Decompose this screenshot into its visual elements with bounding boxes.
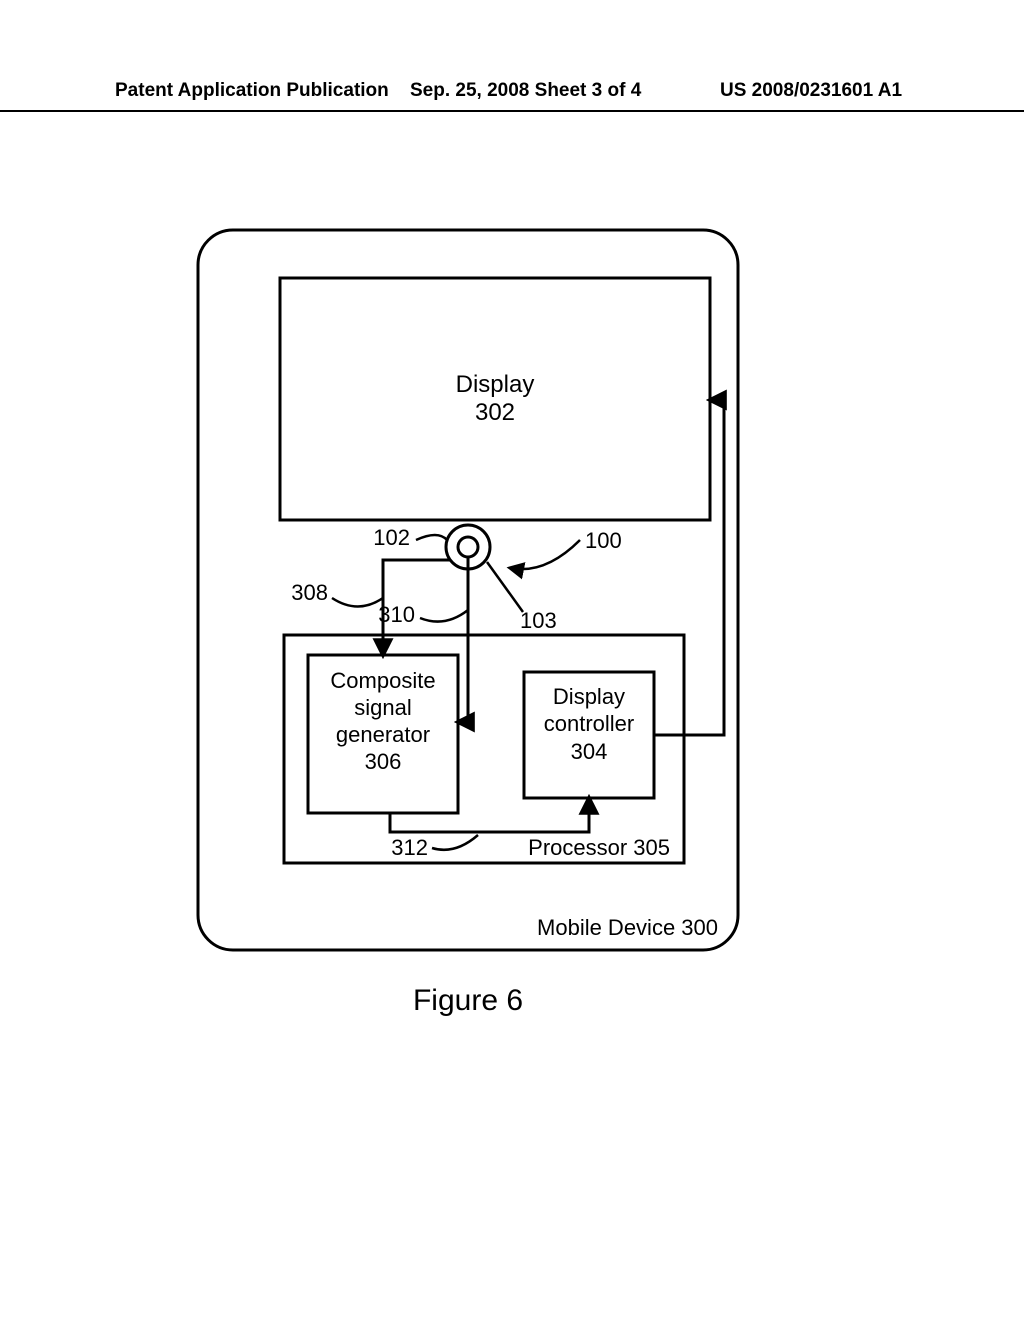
ref-310: 310 <box>378 602 415 627</box>
figure-caption: Figure 6 <box>413 984 523 1017</box>
sig-gen-line2: signal <box>354 695 411 720</box>
leader-308 <box>332 598 383 607</box>
figure-svg: Display 302 Processor 305 Composite sign… <box>0 0 1024 1320</box>
leader-102 <box>416 535 447 540</box>
ref-100: 100 <box>585 528 622 553</box>
disp-ctrl-line1: Display <box>553 684 625 709</box>
leader-312 <box>432 835 478 850</box>
ref-312: 312 <box>391 835 428 860</box>
ref-103: 103 <box>520 608 557 633</box>
mobile-device-label: Mobile Device 300 <box>537 915 718 940</box>
leader-310 <box>420 610 468 622</box>
connector-312 <box>390 798 589 832</box>
ref-102: 102 <box>373 525 410 550</box>
sig-gen-line1: Composite <box>330 668 435 693</box>
leader-100 <box>510 540 580 569</box>
page: Patent Application Publication Sep. 25, … <box>0 0 1024 1320</box>
disp-ctrl-ref: 304 <box>571 739 608 764</box>
connector-ctrl-to-display <box>654 400 724 735</box>
ref-308: 308 <box>291 580 328 605</box>
display-ref: 302 <box>475 399 515 426</box>
processor-label: Processor 305 <box>528 835 670 860</box>
sig-gen-ref: 306 <box>365 749 402 774</box>
sensor-inner-circle <box>458 537 478 557</box>
display-label: Display <box>456 371 535 398</box>
sig-gen-line3: generator <box>336 722 430 747</box>
disp-ctrl-line2: controller <box>544 711 634 736</box>
